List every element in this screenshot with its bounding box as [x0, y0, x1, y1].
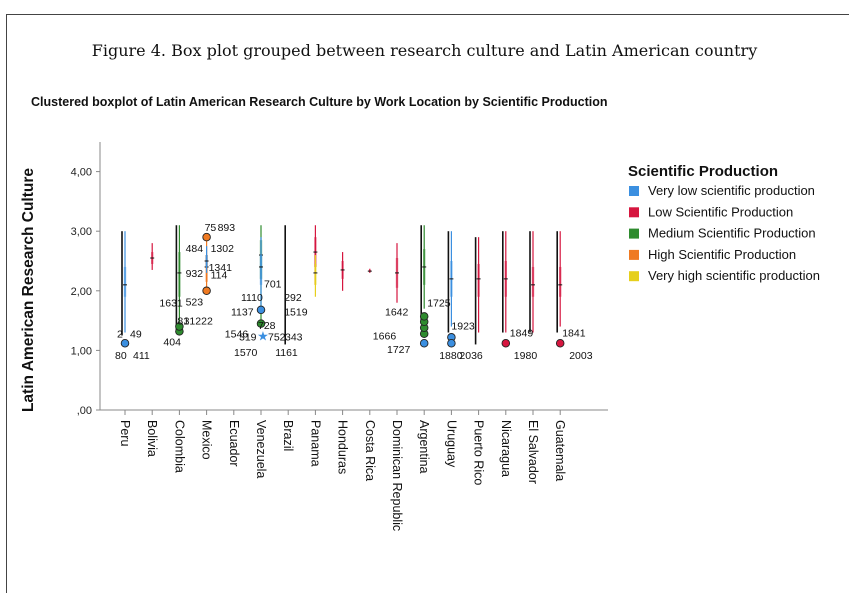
outlier-case-label: 1923	[451, 320, 475, 332]
x-tick-label: Nicaragua	[499, 420, 513, 477]
outlier-case-label: 1841	[562, 328, 586, 340]
box-body	[531, 266, 535, 297]
outlier-star: ★	[257, 329, 269, 344]
x-tick-label: Brazil	[281, 420, 295, 451]
y-tick-label: 2,00	[71, 286, 92, 298]
legend-title: Scientific Production	[628, 163, 778, 180]
legend-swatch	[629, 207, 639, 218]
y-tick-label: ,00	[77, 405, 92, 417]
x-tick-label: Panama	[308, 420, 322, 467]
figure-caption: Figure 4. Box plot grouped between resea…	[91, 41, 758, 60]
outlier-case-label: 411	[133, 350, 150, 362]
outlier-case-label: 1666	[373, 331, 397, 343]
legend-entry: Very high scientific production	[648, 268, 820, 283]
outlier-case-label: 1570	[234, 347, 258, 359]
outlier-point	[419, 312, 429, 321]
y-tick-label: 1,00	[71, 345, 92, 357]
box-body	[559, 266, 562, 297]
x-tick-label: Dominican Republic	[390, 420, 404, 531]
outlier-point	[419, 338, 429, 348]
outlier-case-label: 80	[115, 350, 127, 362]
outlier-case-label: 1727	[387, 344, 411, 356]
outlier-point	[256, 319, 266, 328]
outlier-case-label: 701	[264, 279, 282, 291]
outlier-case-label: 343	[285, 332, 303, 344]
legend-entry: Medium Scientific Production	[648, 226, 816, 241]
box-body	[477, 263, 480, 297]
chart-title: Clustered boxplot of Latin American Rese…	[31, 95, 608, 109]
x-tick-label: El Salvador	[526, 420, 540, 484]
outlier-case-label: 2036	[459, 350, 483, 362]
legend-entry: Low Scientific Production	[648, 204, 793, 219]
legend-entry: High Scientific Production	[648, 247, 796, 262]
outlier-case-label: 319	[239, 332, 257, 344]
box-body	[178, 252, 181, 297]
x-tick-label: Costa Rica	[363, 420, 377, 481]
outlier-point	[202, 286, 211, 296]
outlier-case-label: 1302	[211, 243, 235, 255]
outlier-case-label: 49	[130, 329, 142, 341]
x-tick-label: Uruguay	[444, 420, 458, 468]
legend-swatch	[629, 228, 639, 239]
outlier-case-label: 292	[284, 292, 302, 304]
x-tick-label: Guatemala	[553, 420, 567, 481]
outlier-point	[256, 305, 266, 315]
outlier-case-label: 1642	[385, 307, 409, 319]
outlier-point	[120, 338, 130, 348]
outlier-case-label: 1341	[209, 262, 233, 274]
outlier-case-label: 1631	[159, 298, 183, 310]
y-tick-label: 4,00	[71, 167, 92, 179]
outlier-point	[555, 338, 565, 348]
outlier-case-label: 81	[177, 316, 189, 328]
outlier-case-label: 1161	[275, 347, 298, 359]
x-tick-label: Puerto Rico	[472, 420, 486, 485]
outlier-case-label: 932	[186, 268, 204, 280]
x-tick-label: Colombia	[172, 420, 186, 473]
outlier-case-label: 1137	[231, 307, 254, 319]
box-body	[314, 263, 317, 285]
outlier-case-label: 31222	[184, 316, 213, 328]
y-tick-label: 3,00	[71, 226, 92, 238]
outlier-point	[202, 232, 211, 242]
x-tick-label: Ecuador	[227, 420, 241, 467]
x-tick-label: Bolivia	[145, 420, 159, 457]
outlier-case-label: 114	[211, 270, 228, 282]
outlier-case-label: 893	[218, 222, 236, 234]
outlier-case-label: 1980	[514, 350, 538, 362]
legend-swatch	[629, 271, 639, 282]
legend-swatch	[629, 249, 639, 260]
x-tick-label: Honduras	[336, 420, 350, 474]
outlier-case-label: 75	[205, 222, 217, 234]
x-tick-label: Venezuela	[254, 420, 268, 478]
outlier-point	[447, 338, 456, 348]
y-axis-label: Latin American Research Culture	[20, 168, 37, 412]
outlier-case-label: 1519	[284, 307, 308, 319]
outlier-case-label: 484	[186, 243, 204, 255]
legend-entry: Very low scientific production	[648, 183, 815, 198]
outlier-case-label: 1880	[439, 350, 463, 362]
x-tick-label: Mexico	[200, 420, 214, 460]
outlier-case-label: 2	[117, 329, 123, 341]
outlier-case-label: 752	[268, 332, 286, 344]
outlier-point	[175, 322, 184, 331]
outlier-case-label: 1110	[241, 292, 263, 304]
outlier-point	[501, 338, 511, 348]
figure-frame	[6, 14, 849, 593]
outlier-case-label: 404	[163, 336, 181, 348]
legend-swatch	[629, 186, 639, 196]
outlier-case-label: 2003	[569, 350, 593, 362]
outlier-case-label: 1725	[427, 298, 451, 310]
box-body	[123, 266, 127, 297]
outlier-case-label: 523	[186, 297, 204, 309]
box-body	[259, 255, 263, 285]
outlier-case-label: 1546	[225, 329, 249, 341]
outlier-case-label: 1849	[510, 328, 534, 340]
outlier-case-label: 728	[258, 320, 276, 332]
x-tick-label: Peru	[118, 420, 132, 446]
x-tick-label: Argentina	[417, 420, 431, 474]
